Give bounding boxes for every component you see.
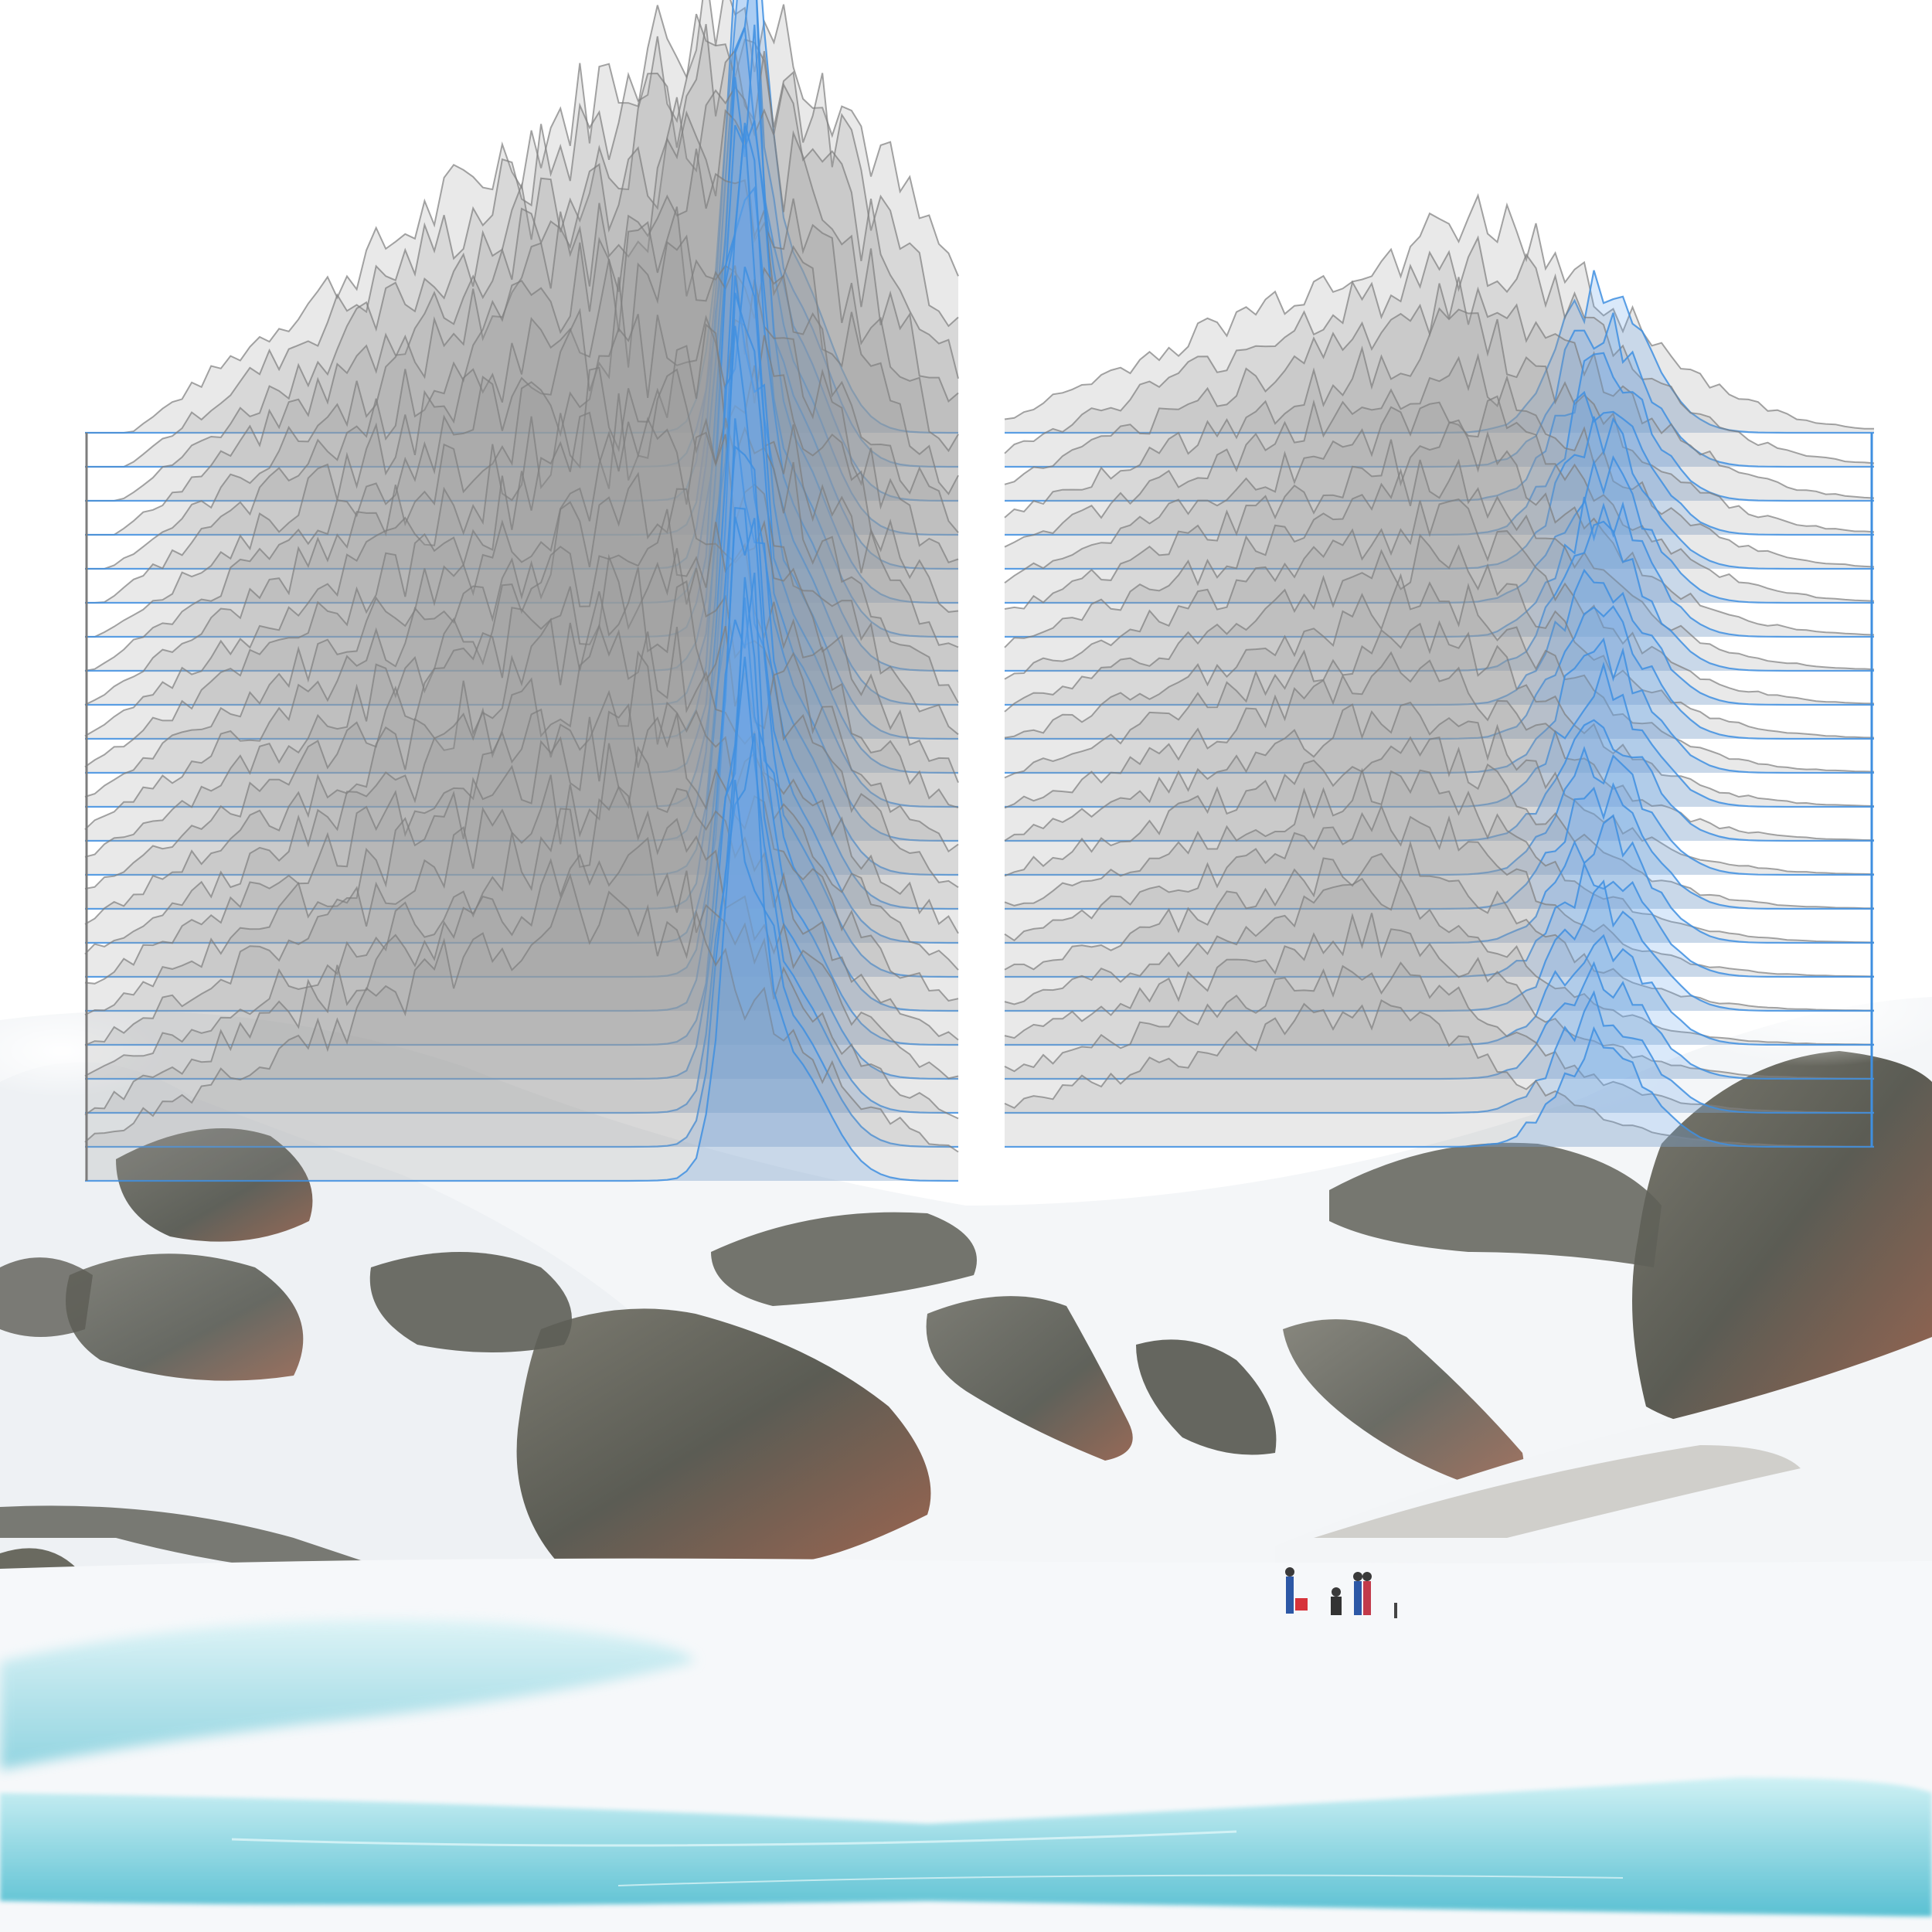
scree bbox=[1314, 1445, 1801, 1538]
rock-outcrop bbox=[711, 1212, 977, 1306]
ice-patch bbox=[0, 1777, 1932, 1917]
rock-outcrop bbox=[926, 1296, 1133, 1461]
rock-outcrop bbox=[1329, 1142, 1662, 1267]
ice-crack bbox=[231, 1830, 1237, 1847]
ice-patch bbox=[0, 1619, 696, 1770]
rock-outcrop bbox=[0, 1505, 363, 1577]
rock-outcrop bbox=[0, 1257, 93, 1337]
rock-outcrop bbox=[1283, 1319, 1524, 1492]
rock-outcrop bbox=[1136, 1339, 1277, 1455]
rock-outcrop bbox=[516, 1308, 931, 1561]
rock-outcrop bbox=[66, 1253, 304, 1381]
ice-crack bbox=[617, 1874, 1624, 1886]
rock-outcrop bbox=[369, 1252, 572, 1352]
people-group bbox=[1285, 1567, 1397, 1618]
